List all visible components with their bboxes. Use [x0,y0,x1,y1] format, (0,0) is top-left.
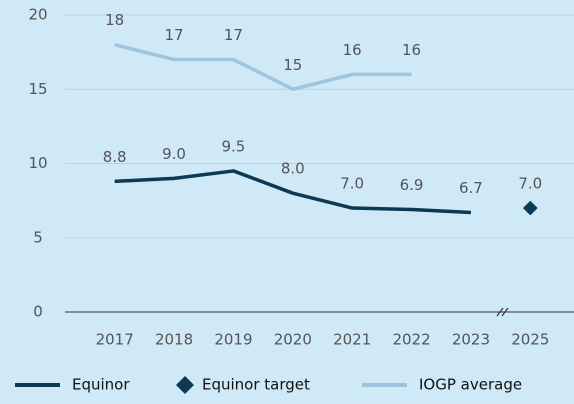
data-label: 9.0 [162,145,186,163]
y-tick-label: 20 [28,6,47,24]
x-tick-label: 2023 [452,331,490,349]
x-tick-label: 2021 [333,331,371,349]
series-line [114,169,472,215]
legend-label: Equinor target [202,376,310,394]
data-label: 6.9 [400,176,424,194]
data-label: 17 [165,26,184,44]
y-tick-label: 5 [33,228,43,246]
axis-break [501,307,509,317]
y-tick-label: 15 [28,80,47,98]
data-label: 7.0 [518,175,542,193]
x-tick-label: 2025 [511,331,549,349]
x-tick-label: 2018 [155,331,193,349]
data-label: 15 [283,56,302,74]
data-label: 8.8 [103,148,127,166]
data-label: 8.0 [281,160,305,178]
data-label: 16 [402,41,421,59]
data-label: 18 [105,11,124,29]
data-label: 6.7 [459,179,483,197]
target-marker [521,199,540,217]
data-label: 17 [224,26,243,44]
legend-marker [176,376,194,394]
x-tick-label: 2019 [214,331,252,349]
data-label: 7.0 [340,175,364,193]
series-line [114,43,412,91]
data-label: 9.5 [222,137,246,155]
legend-label: Equinor [72,376,130,394]
x-tick-label: 2020 [274,331,312,349]
legend-label: IOGP average [419,376,522,394]
y-tick-label: 10 [28,154,47,172]
x-tick-label: 2017 [96,331,134,349]
axis-break [496,307,504,317]
x-tick-label: 2022 [392,331,430,349]
y-tick-label: 0 [33,303,43,321]
data-label: 16 [343,41,362,59]
